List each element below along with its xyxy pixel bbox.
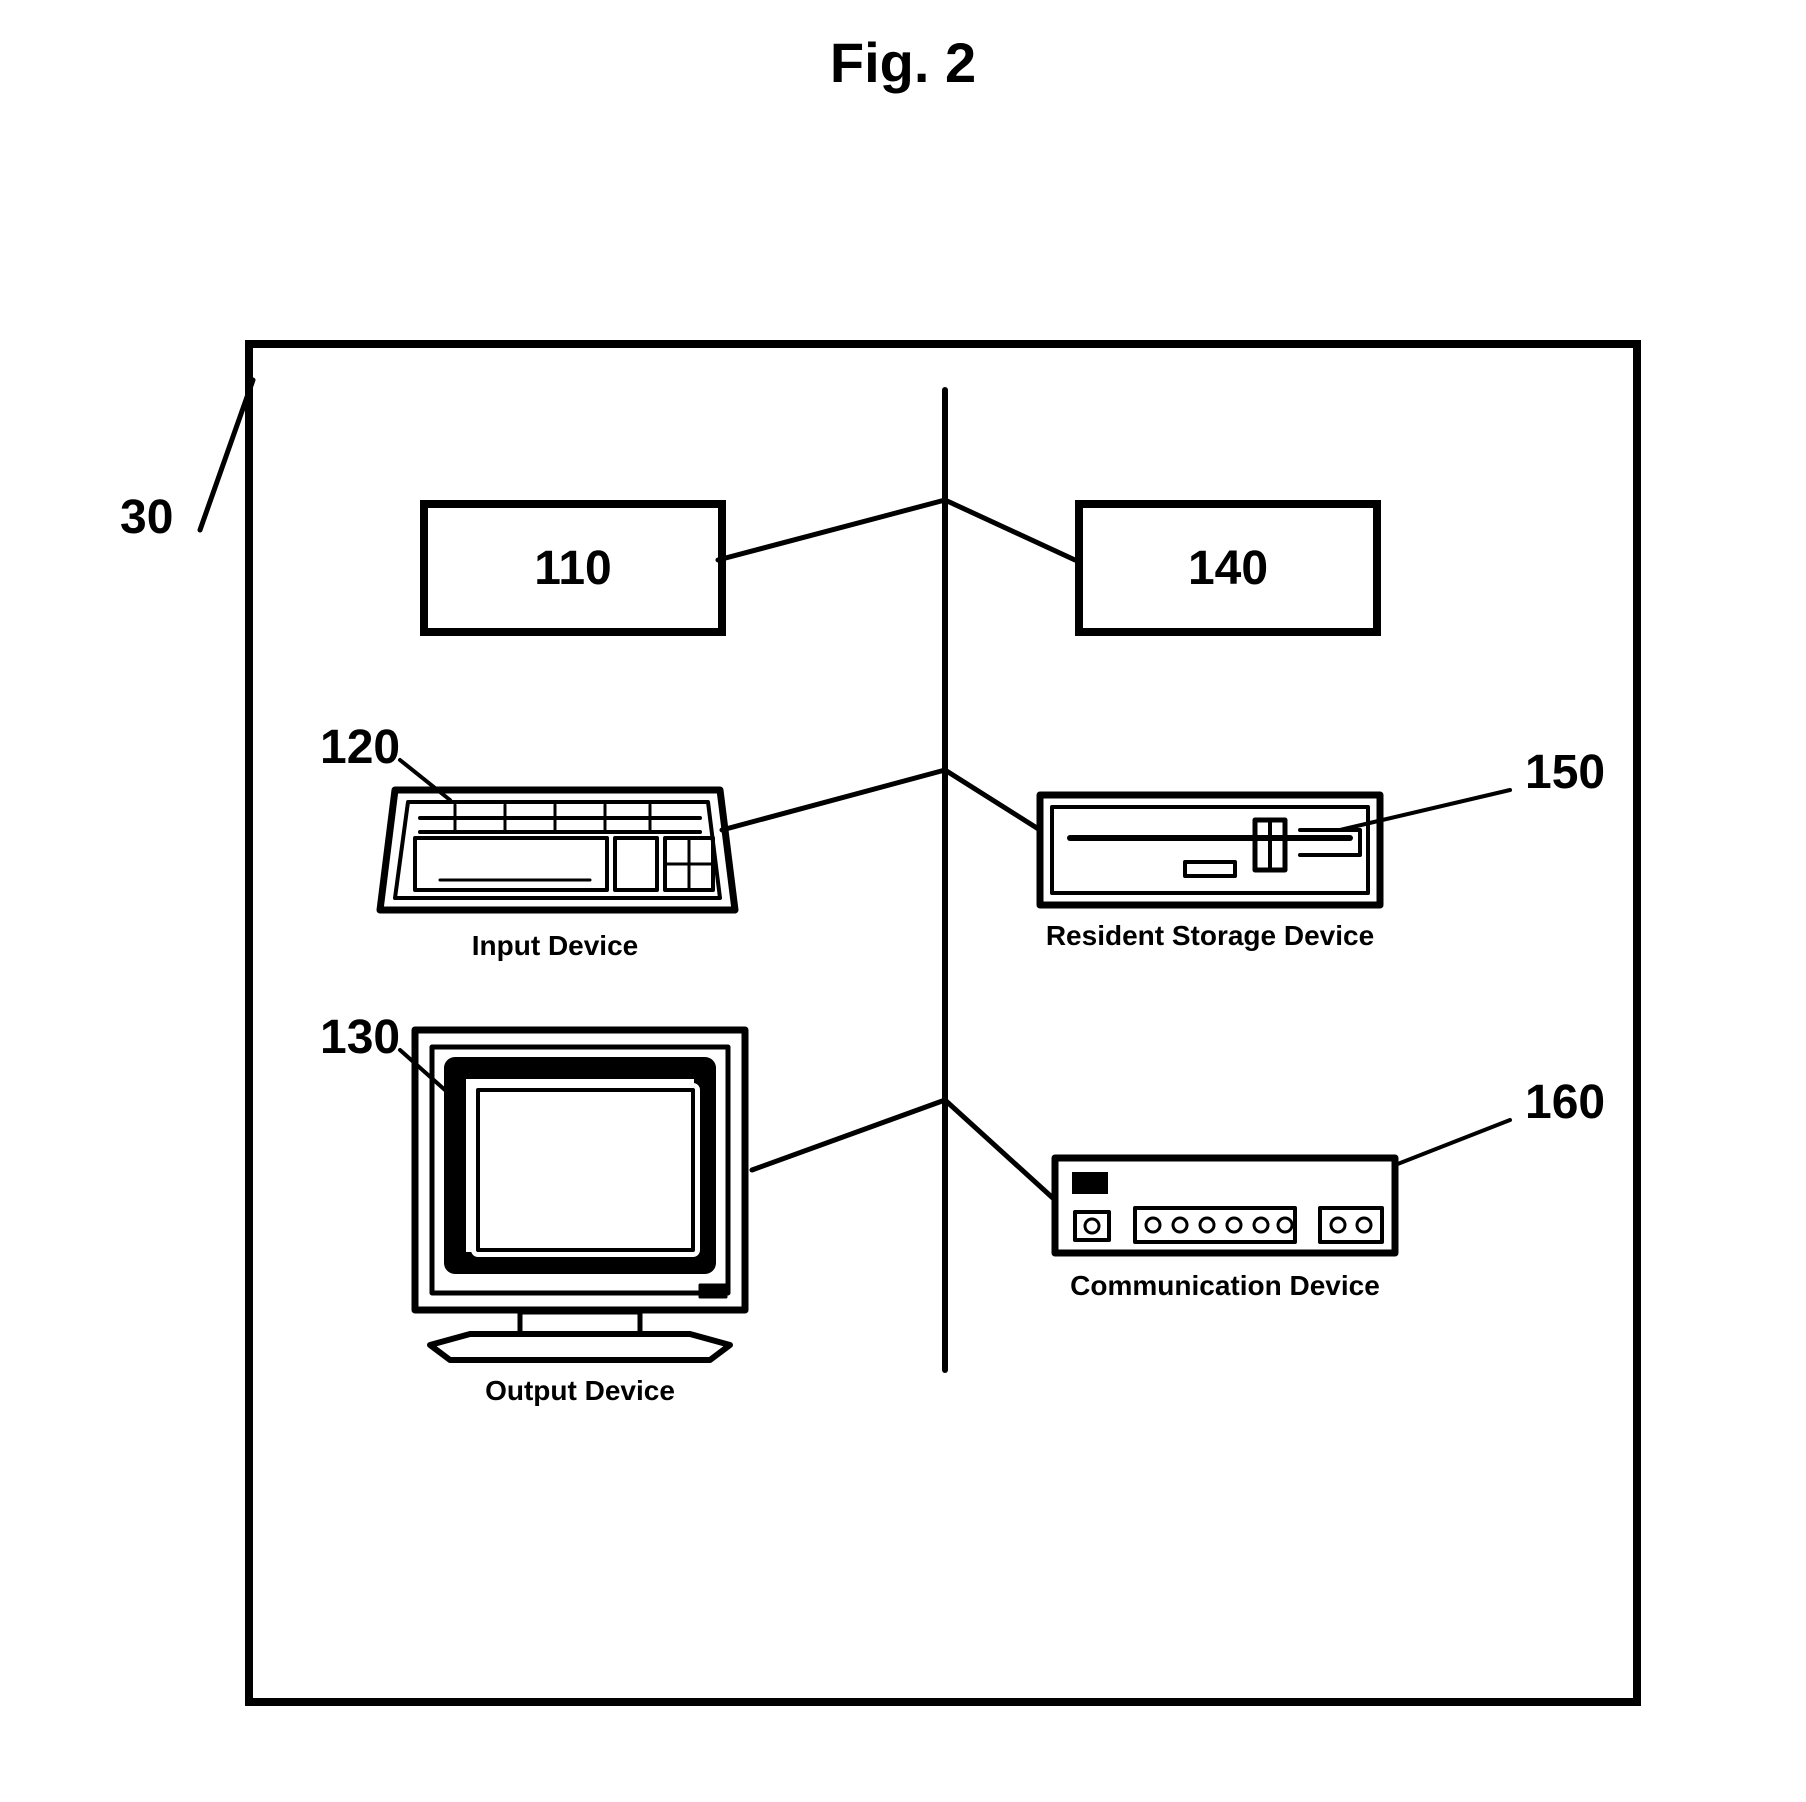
block-110-label: 110 — [534, 541, 611, 596]
caption-storage: Resident Storage Device — [1020, 920, 1400, 952]
block-140-label: 140 — [1188, 541, 1268, 596]
figure-title: Fig. 2 — [0, 30, 1806, 95]
block-110: 110 — [420, 500, 726, 636]
figure-page: Fig. 2 30 110 140 120 150 130 160 Input … — [0, 0, 1806, 1802]
caption-input: Input Device — [390, 930, 720, 962]
caption-comm: Communication Device — [1040, 1270, 1410, 1302]
block-140: 140 — [1075, 500, 1381, 636]
ref-130: 130 — [320, 1010, 400, 1065]
caption-output: Output Device — [410, 1375, 750, 1407]
ref-120: 120 — [320, 720, 400, 775]
ref-150: 150 — [1525, 745, 1605, 800]
ref-160: 160 — [1525, 1075, 1605, 1130]
ref-30: 30 — [120, 490, 173, 545]
